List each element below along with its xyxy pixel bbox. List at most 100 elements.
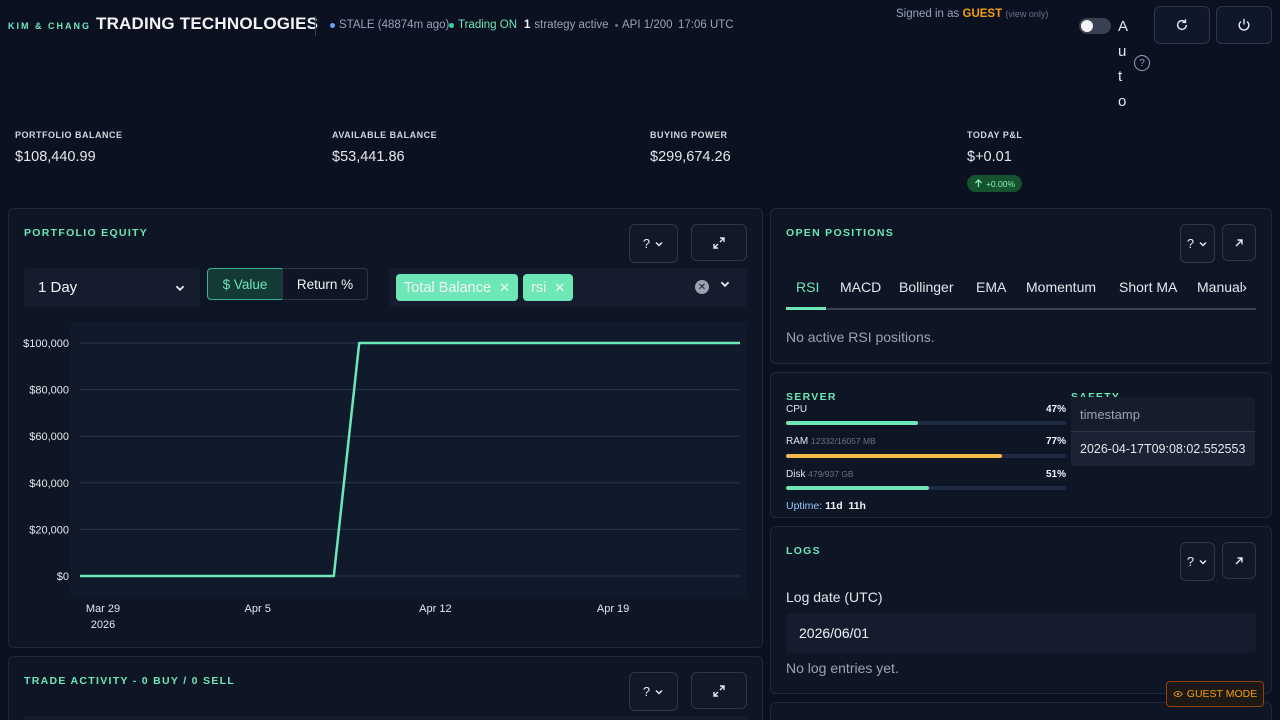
toggle-knob xyxy=(1081,20,1093,32)
tab-rsi[interactable]: RSI xyxy=(796,279,820,295)
tab-bollinger[interactable]: Bollinger xyxy=(899,279,954,295)
log-date-label: Log date (UTC) xyxy=(786,589,883,605)
range-value: 1 Day xyxy=(38,279,78,296)
x-tick-label: Apr 5 xyxy=(245,603,271,615)
trades-expand-button[interactable] xyxy=(691,672,747,709)
tooltip-header: timestamp xyxy=(1071,397,1255,432)
clock: 17:06 UTC xyxy=(678,19,734,31)
cpu-percent: 47% xyxy=(1045,404,1066,415)
arrow-up-right-icon xyxy=(1235,238,1243,246)
tab-macd[interactable]: MACD xyxy=(840,279,882,295)
brand-subtitle: KIM & CHANG xyxy=(8,21,91,31)
guest-mode-text: GUEST MODE xyxy=(1186,688,1258,700)
disk-bar xyxy=(786,486,1066,490)
chevron-down-icon[interactable] xyxy=(719,278,731,293)
pnl-badge: +0.00% xyxy=(967,175,1022,192)
close-icon[interactable]: ✕ xyxy=(554,279,566,295)
trades-content-edge xyxy=(24,716,747,720)
strategy-tabs: RSI MACD Bollinger EMA Momentum Short MA… xyxy=(786,268,1256,310)
buying-power-label: BUYING POWER xyxy=(650,130,728,140)
cpu-label-text: CPU xyxy=(786,404,808,415)
tab-momentum[interactable]: Momentum xyxy=(1026,279,1097,295)
pnl-badge-text: +0.00% xyxy=(985,178,1016,189)
arrow-up-icon xyxy=(974,179,983,188)
next-panel xyxy=(770,702,1272,720)
header-divider xyxy=(315,16,316,36)
buying-power-value: $299,674.26 xyxy=(650,149,731,165)
api-text: API 1/200 xyxy=(622,19,673,31)
stale-text: STALE (48874m ago) xyxy=(339,19,450,31)
series-multiselect[interactable]: Total Balance ✕ rsi ✕ ✕ xyxy=(389,268,747,307)
chevron-down-icon xyxy=(175,285,185,291)
logs-help-button[interactable]: ? xyxy=(1180,542,1215,581)
log-date-input[interactable]: 2026/06/01 xyxy=(786,613,1256,653)
help-circle-icon[interactable]: ? xyxy=(1134,55,1150,71)
tab-ema[interactable]: EMA xyxy=(976,279,1007,295)
trades-help-button[interactable]: ? xyxy=(629,672,678,711)
ram-bar xyxy=(786,454,1066,458)
series-chip[interactable]: rsi ✕ xyxy=(523,274,574,301)
refresh-button[interactable] xyxy=(1154,6,1210,44)
close-icon[interactable]: ✕ xyxy=(499,279,510,295)
chevron-down-icon xyxy=(1199,241,1207,247)
available-balance-label: AVAILABLE BALANCE xyxy=(332,130,438,140)
expand-icon xyxy=(713,684,725,697)
auto-label: Auto xyxy=(1118,18,1129,110)
available-balance-value: $53,441.86 xyxy=(332,149,405,165)
strategy-status: 1 strategy active xyxy=(524,19,609,31)
positions-open-button[interactable] xyxy=(1222,224,1256,261)
ram-label: RAM 12332/16057 MB xyxy=(786,436,876,447)
clear-icon[interactable]: ✕ xyxy=(695,280,709,294)
tab-manual[interactable]: Manual xyxy=(1197,279,1243,295)
auto-toggle[interactable] xyxy=(1079,18,1111,34)
return-mode-button[interactable]: Return % xyxy=(282,268,368,300)
y-tick-label: $0 xyxy=(57,571,69,583)
disk-label-text: Disk xyxy=(786,469,806,480)
chart-plot-area xyxy=(71,322,747,598)
power-button[interactable] xyxy=(1216,6,1272,44)
y-tick-label: $80,000 xyxy=(29,385,69,397)
app-title: TRADING TECHNOLOGIES xyxy=(96,14,319,33)
positions-title: OPEN POSITIONS xyxy=(786,227,895,239)
equity-title: PORTFOLIO EQUITY xyxy=(24,227,149,239)
chevron-right-icon[interactable]: › xyxy=(1242,279,1247,296)
ram-label-text: RAM xyxy=(786,436,809,447)
equity-chart[interactable]: $100,000 $80,000 $60,000 $40,000 $20,000 $0 Ma… xyxy=(0,0,770,640)
chart-tooltip: timestamp 2026-04-17T09:08:02.552553 xyxy=(1071,397,1255,466)
positions-empty: No active RSI positions. xyxy=(786,329,935,345)
cpu-bar-fill xyxy=(786,421,918,425)
ram-bar-fill xyxy=(786,454,1002,458)
disk-percent: 51% xyxy=(1045,469,1066,480)
positions-help-button[interactable]: ? xyxy=(1180,224,1215,263)
logs-open-button[interactable] xyxy=(1222,542,1256,579)
chevron-down-icon xyxy=(655,241,663,247)
tab-short-ma[interactable]: Short MA xyxy=(1119,279,1178,295)
series-chip[interactable]: Total Balance ✕ xyxy=(396,274,518,301)
status-dot-icon xyxy=(615,23,618,27)
range-select[interactable]: 1 Day xyxy=(24,268,200,307)
x-tick-label: Apr 19 xyxy=(597,603,629,615)
server-title: SERVER xyxy=(786,391,837,403)
user-mode: (view only) xyxy=(1005,9,1049,19)
help-text: ? xyxy=(1186,554,1195,569)
logs-empty: No log entries yet. xyxy=(786,660,899,676)
trading-status: Trading ON xyxy=(449,19,517,31)
portfolio-balance-label: PORTFOLIO BALANCE xyxy=(15,130,123,140)
cpu-label: CPU xyxy=(786,404,807,415)
trades-title: TRADE ACTIVITY - 0 BUY / 0 SELL xyxy=(24,675,236,687)
uptime-label: Uptime: xyxy=(786,500,823,512)
today-pnl-label: TODAY P&L xyxy=(967,130,1023,140)
help-text: ? xyxy=(1186,236,1195,251)
equity-help-button[interactable]: ? xyxy=(629,224,678,263)
user-name: GUEST xyxy=(962,8,1003,20)
equity-expand-button[interactable] xyxy=(691,224,747,261)
signed-prefix: Signed in as xyxy=(896,8,960,20)
y-tick-label: $100,000 xyxy=(23,338,69,350)
chevron-down-icon xyxy=(655,689,663,695)
uptime-value: 11d 11h xyxy=(825,500,866,512)
power-icon xyxy=(1238,18,1250,31)
chip-label: rsi xyxy=(531,279,547,296)
value-mode-button[interactable]: $ Value xyxy=(207,268,283,300)
logs-title: LOGS xyxy=(786,545,821,557)
strategy-text: strategy active xyxy=(534,19,609,31)
